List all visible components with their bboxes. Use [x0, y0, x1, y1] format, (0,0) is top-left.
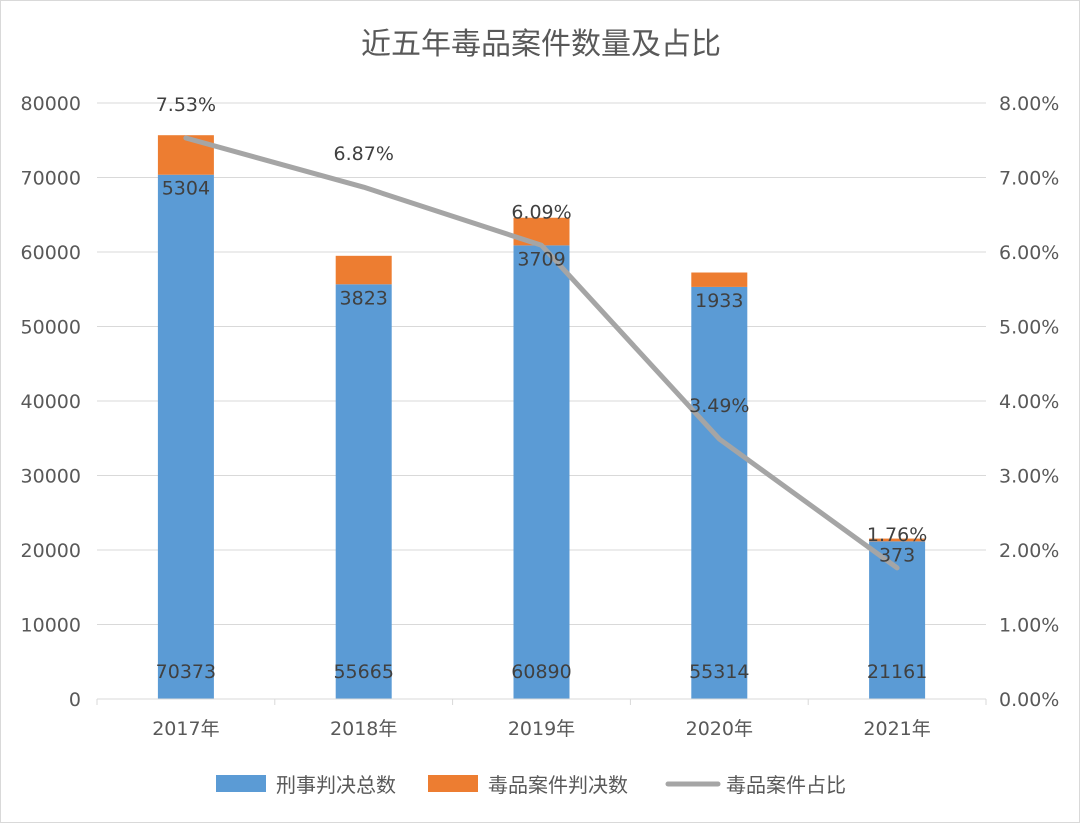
right-tick-label: 6.00% — [999, 242, 1059, 264]
legend-label-drug-judgments: 毒品案件判决数 — [488, 773, 628, 797]
left-tick-label: 20000 — [21, 540, 81, 562]
label-drug-judgments: 3823 — [340, 287, 388, 309]
legend-label-criminal-judgments: 刑事判决总数 — [276, 773, 396, 797]
label-drug-judgments: 373 — [879, 544, 915, 566]
label-criminal-judgments: 21161 — [867, 661, 927, 683]
label-criminal-judgments: 55314 — [689, 661, 749, 683]
bar-criminal-judgments — [335, 284, 392, 699]
left-tick-label: 0 — [69, 689, 81, 711]
x-tick-label: 2021年 — [863, 718, 930, 740]
line-drug-share — [183, 135, 900, 571]
x-tick-label: 2018年 — [330, 718, 397, 740]
left-tick-label: 50000 — [21, 317, 81, 339]
right-tick-label: 0.00% — [999, 689, 1059, 711]
label-drug-share: 6.09% — [511, 201, 571, 223]
label-criminal-judgments: 55665 — [333, 661, 393, 683]
label-drug-judgments: 5304 — [162, 178, 210, 200]
right-tick-label: 4.00% — [999, 391, 1059, 413]
bar-drug-judgments — [869, 538, 926, 542]
right-tick-label: 5.00% — [999, 317, 1059, 339]
right-tick-label: 7.00% — [999, 168, 1059, 190]
x-tick-label: 2019年 — [508, 718, 575, 740]
legend-swatch-drug-judgments — [428, 775, 478, 792]
left-tick-label: 40000 — [21, 391, 81, 413]
label-drug-judgments: 1933 — [695, 290, 743, 312]
label-criminal-judgments: 70373 — [156, 661, 216, 683]
right-tick-label: 1.00% — [999, 615, 1059, 637]
left-axis: 0 10000 20000 30000 40000 50000 60000 70000 8000… — [21, 93, 81, 711]
right-axis: 0.00% 1.00% 2.00% 3.00% 4.00% 5.00% 6.00% 7.00%… — [999, 93, 1059, 711]
x-tick-label: 2020年 — [686, 718, 753, 740]
bar-criminal-judgments — [691, 286, 748, 699]
label-drug-share: 6.87% — [334, 143, 394, 165]
x-axis: 2017年 2018年 2019年 2020年 2021年 — [96, 698, 987, 740]
left-tick-label: 30000 — [21, 466, 81, 488]
label-drug-share: 3.49% — [689, 395, 749, 417]
chart-title: 近五年毒品案件数量及占比 — [361, 27, 721, 62]
label-drug-judgments: 3709 — [517, 248, 565, 270]
right-tick-label: 2.00% — [999, 540, 1059, 562]
legend: 刑事判决总数 毒品案件判决数 毒品案件占比 — [216, 773, 846, 797]
right-tick-label: 8.00% — [999, 93, 1059, 115]
line-series — [183, 135, 900, 571]
left-tick-label: 80000 — [21, 93, 81, 115]
legend-swatch-criminal-judgments — [216, 775, 266, 792]
bar-drug-judgments — [691, 272, 748, 287]
bar-criminal-judgments — [157, 174, 214, 700]
label-drug-share: 1.76% — [867, 524, 927, 546]
label-drug-share: 7.53% — [156, 94, 216, 116]
bar-drug-judgments — [335, 255, 392, 285]
data-labels: 70373 5304 7.53% 55665 3823 6.87% 60890 3709 6.0… — [156, 94, 928, 683]
x-tick-label: 2017年 — [152, 718, 219, 740]
legend-label-drug-share: 毒品案件占比 — [726, 773, 846, 797]
bar-series — [157, 135, 926, 700]
left-tick-label: 60000 — [21, 242, 81, 264]
left-tick-label: 70000 — [21, 168, 81, 190]
left-tick-label: 10000 — [21, 615, 81, 637]
bar-criminal-judgments — [513, 245, 570, 699]
right-tick-label: 3.00% — [999, 466, 1059, 488]
label-criminal-judgments: 60890 — [511, 661, 571, 683]
